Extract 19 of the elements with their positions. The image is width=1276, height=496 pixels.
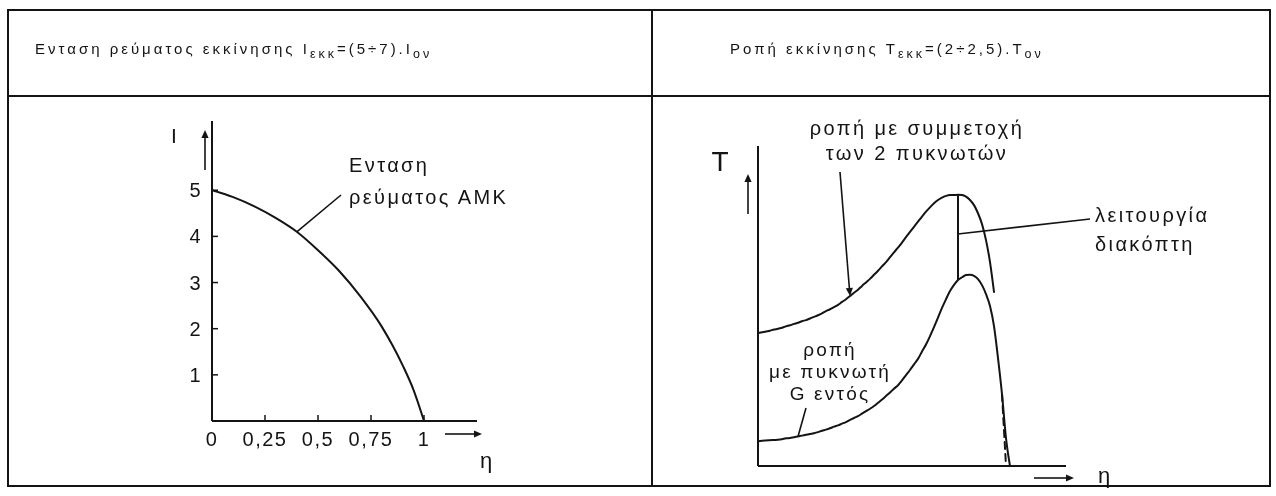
y-tick-label: 1 [189,363,202,386]
y-tick-label: 3 [189,271,202,294]
x-tick-label: 0,5 [301,428,335,451]
y-axis-title: I [171,123,177,147]
text: Ενταση ρεύματος ΑΜΚ [349,154,509,208]
chart-title: Ροπή εκκίνησης T$_{εκκ}$=(2÷2,5).T$_{ον}$ [730,39,1044,63]
text: ροπή με συμμετοχή των 2 πυκνωτών [809,117,1025,164]
x-tick-label: 0,25 [242,428,288,451]
y-tick-label: 5 [189,179,202,202]
x-axis-title: η [479,447,493,473]
chart-title: Ενταση ρεύματος εκκίνησης I$_{εκκ}$=(5÷7).I$_{ον}$ [35,39,433,63]
y-tick-label: 2 [189,317,202,340]
x-tick-label: 0,75 [348,428,394,451]
x-tick-label: 0 [205,428,219,451]
y-axis-title: T [711,145,729,177]
text: λειτουργία διακόπτη [1095,204,1210,255]
y-tick-label: 4 [189,225,202,248]
x-tick-label: 1 [417,428,431,451]
series-label: ροπή με πυκνωτή G εντός [769,339,891,404]
